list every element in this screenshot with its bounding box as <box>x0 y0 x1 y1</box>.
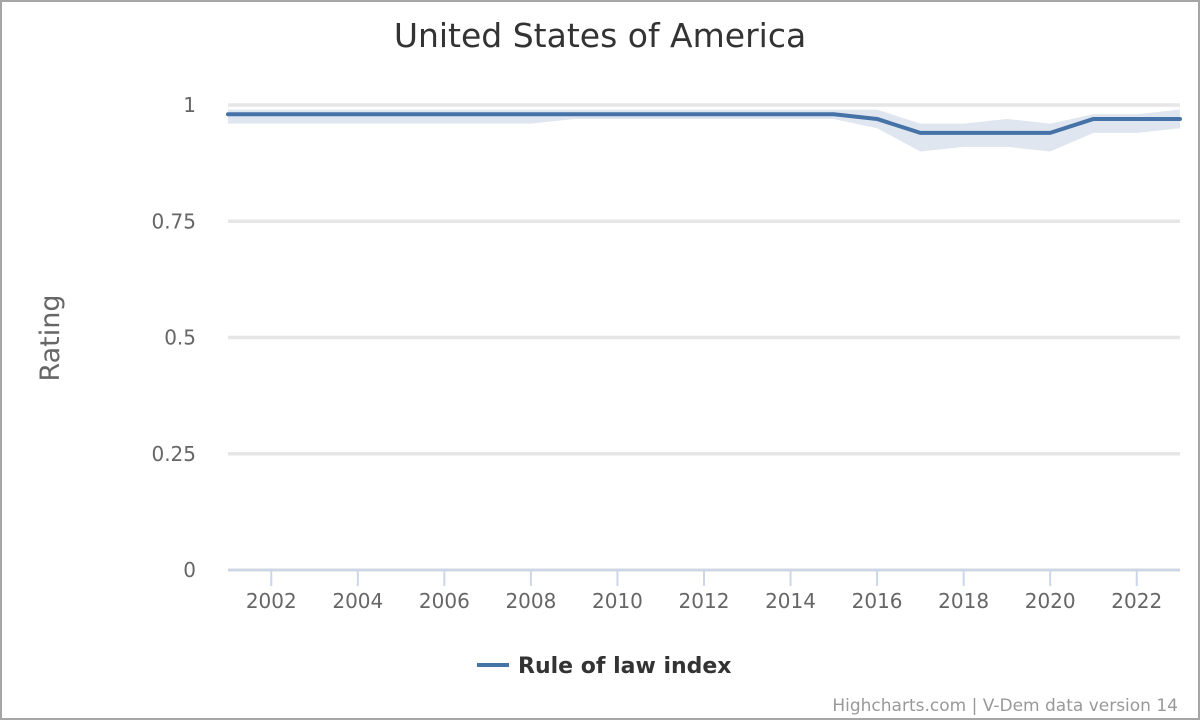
x-tick-label: 2010 <box>592 589 643 613</box>
x-tick-label: 2004 <box>332 589 383 613</box>
y-tick-label: 0.5 <box>164 326 196 350</box>
credits-link[interactable]: Highcharts.com | V-Dem data version 14 <box>832 696 1178 716</box>
series-layer <box>226 112 1182 135</box>
y-tick-label: 0 <box>183 558 196 582</box>
legend[interactable]: Rule of law index <box>477 654 732 679</box>
y-axis-ticks: 0 0.25 0.5 0.75 1 <box>151 93 196 582</box>
grid-lines <box>228 103 1180 572</box>
x-tick-label: 2002 <box>246 589 297 613</box>
legend-label[interactable]: Rule of law index <box>518 654 732 679</box>
x-tick-label: 2020 <box>1025 589 1076 613</box>
x-tick-label: 2012 <box>679 589 730 613</box>
x-tick-label: 2006 <box>419 589 470 613</box>
y-tick-label: 1 <box>183 93 196 117</box>
x-tick-label: 2022 <box>1111 589 1162 613</box>
y-axis-label: Rating <box>35 294 66 381</box>
uncertainty-band <box>228 109 1180 152</box>
x-tick-label: 2018 <box>938 589 989 613</box>
x-tick-label: 2016 <box>852 589 903 613</box>
y-tick-label: 0.25 <box>151 442 196 466</box>
x-tick-label: 2008 <box>505 589 556 613</box>
chart-title: United States of America <box>394 16 806 55</box>
confidence-band <box>228 109 1180 152</box>
y-tick-label: 0.75 <box>151 209 196 233</box>
x-tick-label: 2014 <box>765 589 816 613</box>
x-axis: 2002 2004 2006 2008 2010 2012 2014 2016 2018 2020… <box>228 569 1180 613</box>
series-line-rule-of-law-index[interactable] <box>226 112 1182 135</box>
